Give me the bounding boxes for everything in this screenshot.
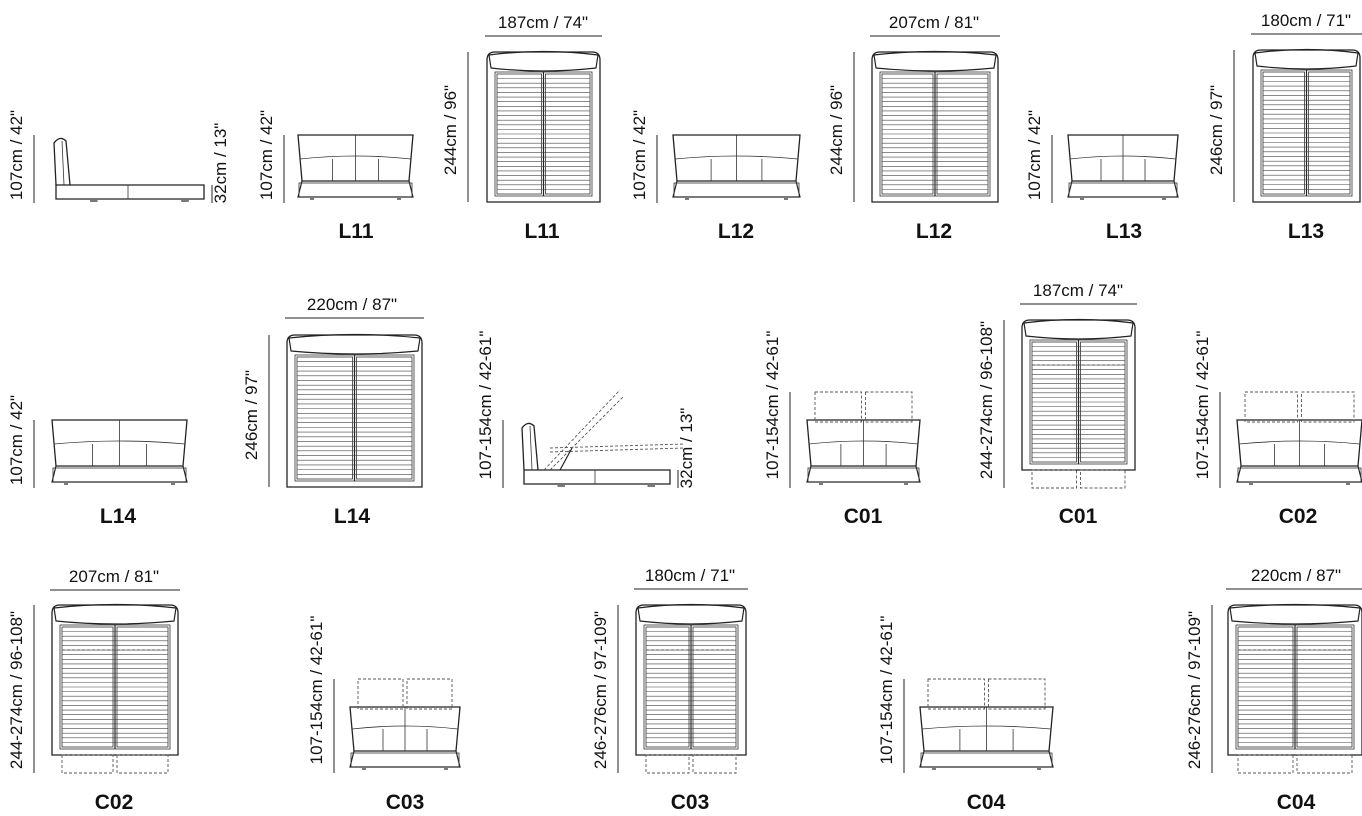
bed-base-side <box>523 469 671 485</box>
width-dimension-label: 187cm / 74" <box>498 13 588 32</box>
model-code-label: C02 <box>95 791 134 814</box>
mattress <box>298 182 413 198</box>
diagram-top-l13: 246cm / 97" 180cm / 71" L13 <box>1207 11 1362 243</box>
diagram-front-l11: 107cm / 42" L11 <box>257 110 414 243</box>
mattress <box>1237 467 1362 483</box>
height-dimension-label: 107cm / 42" <box>630 110 649 200</box>
model-code-label: C04 <box>1277 791 1316 814</box>
width-dimension-label: 207cm / 81" <box>69 567 159 586</box>
raised-headrest <box>927 678 985 710</box>
raised-headrest <box>1244 391 1298 423</box>
headboard-shape <box>1023 318 1134 340</box>
model-code-label: L13 <box>1106 220 1142 243</box>
extended-position <box>645 754 690 774</box>
height-dimension-label: 246cm / 97" <box>242 370 261 460</box>
extended-position <box>61 754 114 774</box>
diagram-front-adj-c04: 107-154cm / 42-61" C04 <box>877 616 1054 814</box>
model-code-label: L11 <box>338 220 373 243</box>
headboard-side <box>53 137 71 186</box>
model-code-label: L14 <box>334 505 371 528</box>
mattress <box>52 467 187 483</box>
mattress <box>350 752 460 768</box>
headboard-shape <box>288 333 421 355</box>
height-dimension-label: 246-276cm / 97-109" <box>1185 611 1204 769</box>
headboard-side <box>521 422 539 471</box>
headboard-shape <box>637 603 745 625</box>
width-dimension-label: 180cm / 71" <box>1261 11 1351 30</box>
height-dimension-label: 107-154cm / 42-61" <box>307 616 326 765</box>
diagram-top-l11: 244cm / 96" 187cm / 74" L11 <box>441 13 602 243</box>
diagram-front-adj-c02: 107-154cm / 42-61" C02 <box>1193 331 1362 528</box>
height-dimension-label: 244-274cm / 96-108" <box>977 321 996 479</box>
diagram-front-l12: 107cm / 42" L12 <box>630 110 801 243</box>
diagram-top-adj-c01: 244-274cm / 96-108" 187cm / 74" C01 <box>977 281 1137 528</box>
extended-position <box>1237 754 1294 774</box>
width-dimension-label: 180cm / 71" <box>645 566 735 585</box>
height-dimension-label: 107cm / 42" <box>1025 110 1044 200</box>
model-code-label: C04 <box>967 791 1006 814</box>
diagram-front-l14: 107cm / 42" L14 <box>7 395 188 528</box>
diagram-side: 107cm / 42" 32cm / 13" <box>7 110 230 203</box>
model-code-label: L12 <box>718 220 754 243</box>
height-dimension-label: 107cm / 42" <box>7 110 26 200</box>
width-dimension-label: 220cm / 87" <box>307 295 397 314</box>
headboard-shape <box>53 603 177 625</box>
low-height-dimension-label: 32cm / 13" <box>211 123 230 204</box>
diagram-top-adj-c02: 244-274cm / 96-108" 207cm / 81" C02 <box>7 567 180 814</box>
model-code-label: C03 <box>386 791 425 814</box>
height-dimension-label: 246cm / 97" <box>1207 85 1226 175</box>
raised-headrest <box>814 391 862 423</box>
height-dimension-label: 107-154cm / 42-61" <box>877 616 896 765</box>
model-code-label: L13 <box>1288 220 1324 243</box>
diagram-top-adj-c04: 246-276cm / 97-109" 220cm / 87" C04 <box>1185 566 1362 814</box>
mattress <box>1068 182 1178 198</box>
height-dimension-label: 244-274cm / 96-108" <box>7 611 26 769</box>
height-dimension-label: 107cm / 42" <box>7 395 26 485</box>
model-code-label: C02 <box>1279 505 1318 528</box>
width-dimension-label: 187cm / 74" <box>1033 281 1123 300</box>
model-code-label: C03 <box>671 791 710 814</box>
height-dimension-label: 107-154cm / 42-61" <box>1193 331 1212 480</box>
extended-position <box>1031 469 1077 489</box>
height-dimension-label: 244cm / 96" <box>827 85 846 175</box>
headboard-shape <box>873 50 997 72</box>
headboard-shape <box>1229 603 1361 625</box>
model-code-label: L11 <box>524 220 559 243</box>
height-dimension-label: 107-154cm / 42-61" <box>763 331 782 480</box>
low-height-dimension-label: 32cm / 13" <box>677 408 696 489</box>
height-dimension-label: 107cm / 42" <box>257 110 276 200</box>
headboard-shape <box>488 50 599 72</box>
lifted-frame <box>543 389 621 471</box>
height-dimension-label: 107-154cm / 42-61" <box>476 331 495 480</box>
mattress <box>673 182 800 198</box>
width-dimension-label: 207cm / 81" <box>889 13 979 32</box>
mattress <box>807 467 920 483</box>
diagram-top-l12: 244cm / 96" 207cm / 81" L12 <box>827 13 1000 243</box>
diagram-front-adj-c01: 107-154cm / 42-61" C01 <box>763 331 921 528</box>
diagram-side-lift: 107-154cm / 42-61" 32cm / 13" <box>476 331 696 489</box>
diagram-top-l14: 246cm / 97" 220cm / 87" L14 <box>242 295 424 528</box>
height-dimension-label: 244cm / 96" <box>441 85 460 175</box>
headboard-shape <box>1254 48 1359 70</box>
model-code-label: L14 <box>100 505 137 528</box>
diagram-front-adj-c03: 107-154cm / 42-61" C03 <box>307 616 461 814</box>
width-dimension-label: 220cm / 87" <box>1251 566 1341 585</box>
raised-headrest <box>357 678 404 710</box>
height-dimension-label: 246-276cm / 97-109" <box>591 611 610 769</box>
diagram-top-adj-c03: 246-276cm / 97-109" 180cm / 71" C03 <box>591 566 748 814</box>
diagram-front-l13: 107cm / 42" L13 <box>1025 110 1179 243</box>
model-code-label: L12 <box>916 220 952 243</box>
model-code-label: C01 <box>1059 505 1098 528</box>
mattress <box>920 752 1053 768</box>
model-code-label: C01 <box>844 505 883 528</box>
bed-base-side <box>55 184 205 200</box>
